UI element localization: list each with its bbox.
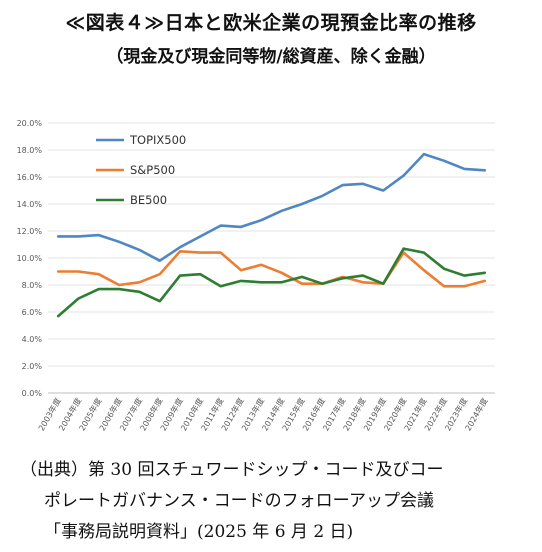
- line-chart: 0.0% 2.0% 4.0% 6.0% 8.0% 10.0% 12.0% 14.0% 16.0%…: [17, 119, 495, 432]
- y-tick-label: 16.0%: [17, 173, 43, 182]
- legend-label: S&P500: [130, 163, 175, 177]
- y-tick-label: 20.0%: [17, 119, 43, 128]
- legend-label: TOPIX500: [129, 133, 186, 147]
- series-line-1: [56, 250, 487, 288]
- y-tick-label: 4.0%: [22, 335, 43, 344]
- y-tick-label: 8.0%: [22, 281, 43, 290]
- x-axis-ticks: 2003年度2004年度2005年度2006年度2007年度2008年度2009…: [36, 396, 490, 432]
- y-tick-label: 2.0%: [22, 362, 43, 371]
- source-line-3: 「事務局説明資料」(2025 年 6 月 2 日): [44, 522, 354, 542]
- series-line-0: [56, 152, 487, 262]
- grid-lines: [48, 122, 495, 394]
- y-tick-label: 12.0%: [17, 227, 43, 236]
- y-tick-label: 18.0%: [17, 146, 43, 155]
- y-tick-label: 6.0%: [22, 308, 43, 317]
- legend: TOPIX500 S&P500 BE500: [96, 133, 186, 207]
- y-axis-ticks: 0.0% 2.0% 4.0% 6.0% 8.0% 10.0% 12.0% 14.0% 16.0%…: [17, 119, 43, 398]
- chart-title: ≪図表４≫日本と欧米企業の現預金比率の推移: [65, 12, 477, 34]
- series-lines: [56, 152, 487, 318]
- source-line-1: （出典）第 30 回スチュワードシップ・コード及びコー: [20, 460, 444, 480]
- y-tick-label: 0.0%: [22, 389, 43, 398]
- source-line-2: ポレートガバナンス・コードのフォローアップ会議: [44, 491, 434, 511]
- series-line-2: [56, 247, 487, 318]
- legend-label: BE500: [130, 193, 167, 207]
- y-tick-label: 10.0%: [17, 254, 43, 263]
- chart-subtitle: （現金及び現金同等物/総資産、除く金融）: [106, 47, 436, 67]
- y-tick-label: 14.0%: [17, 200, 43, 209]
